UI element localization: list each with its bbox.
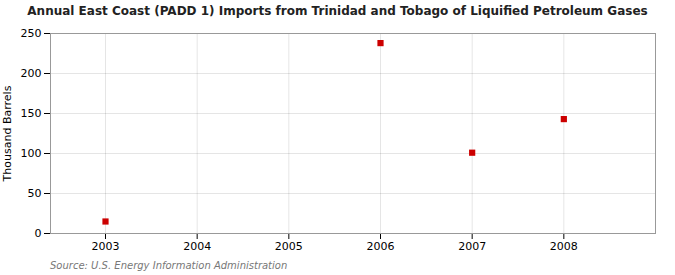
svg-text:2005: 2005 xyxy=(275,240,303,253)
svg-text:250: 250 xyxy=(21,27,42,40)
svg-text:200: 200 xyxy=(21,67,42,80)
svg-text:2006: 2006 xyxy=(367,240,395,253)
svg-text:50: 50 xyxy=(28,187,42,200)
svg-text:2003: 2003 xyxy=(92,240,120,253)
svg-text:2004: 2004 xyxy=(183,240,211,253)
svg-text:100: 100 xyxy=(21,147,42,160)
svg-text:2007: 2007 xyxy=(458,240,486,253)
html-text:Annual East Coast (PADD 1) Imp: Annual East Coast (PADD 1) Imports from … xyxy=(27,4,648,18)
svg-text:0: 0 xyxy=(35,227,42,240)
svg-text:Thousand Barrels: Thousand Barrels xyxy=(1,85,14,182)
svg-text:2008: 2008 xyxy=(550,240,578,253)
html-text:Source: U.S. Energy Informatio: Source: U.S. Energy Information Administ… xyxy=(50,260,288,271)
svg-text:150: 150 xyxy=(21,107,42,120)
